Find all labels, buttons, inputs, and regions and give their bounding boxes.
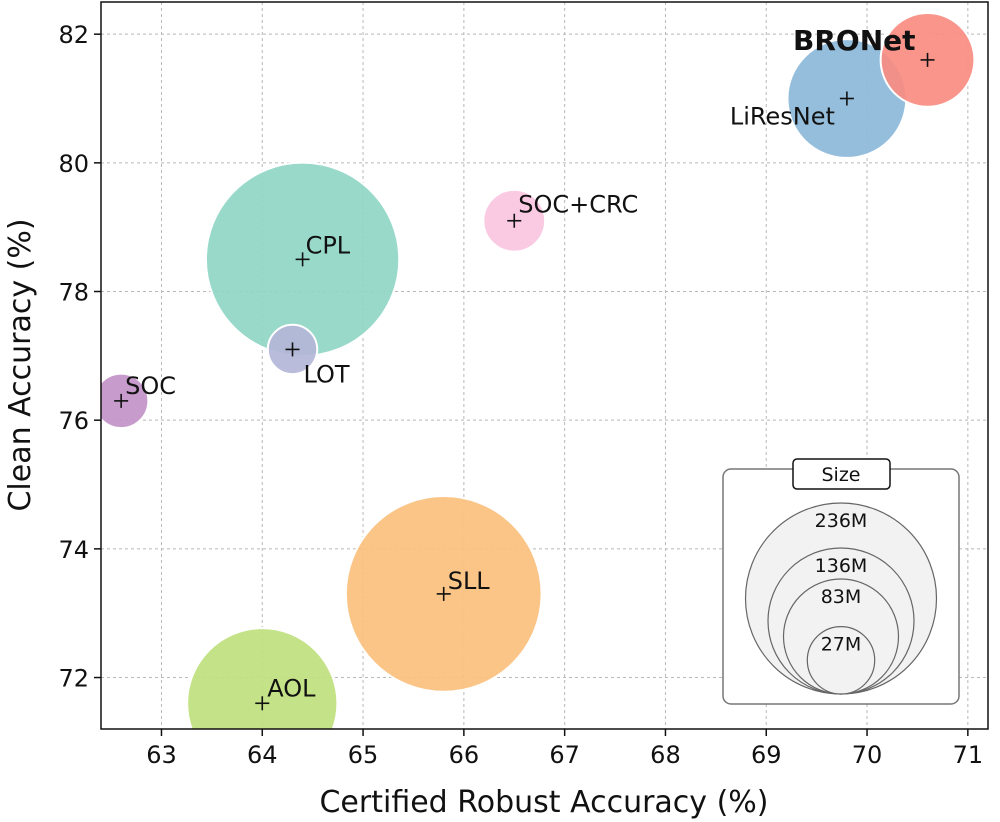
plot-frame	[100, 1, 989, 730]
x-tick-label: 64	[247, 741, 278, 769]
y-tick-label: 80	[58, 150, 89, 178]
y-tick-label: 82	[58, 21, 89, 49]
point-label: LiResNet	[730, 103, 835, 131]
y-tick-label: 72	[58, 665, 89, 693]
bubble-aol	[186, 627, 339, 729]
size-legend: 236M 136M 83M 27M Size	[722, 458, 960, 705]
x-tick-label: 69	[751, 741, 782, 769]
point-label: LOT	[304, 360, 350, 388]
size-legend-title-box	[792, 458, 891, 490]
plus-marker	[436, 586, 451, 601]
y-tick-label: 78	[58, 279, 89, 307]
plus-marker	[839, 91, 854, 106]
size-legend-label: 236M	[815, 510, 868, 532]
y-tick-label: 74	[58, 536, 89, 564]
plus-marker	[295, 252, 310, 267]
point-label: AOL	[267, 674, 316, 702]
size-legend-title: Size	[821, 464, 860, 486]
size-legend-label: 27M	[821, 634, 862, 656]
y-tick-label: 76	[58, 407, 89, 435]
x-tick-label: 65	[348, 741, 379, 769]
point-label: SLL	[448, 567, 491, 595]
plus-marker	[114, 393, 129, 408]
point-label: CPL	[306, 231, 351, 259]
size-legend-label: 136M	[815, 555, 868, 577]
point-label: SOC+CRC	[518, 191, 638, 219]
plus-marker	[285, 342, 300, 357]
x-axis-title: Certified Robust Accuracy (%)	[319, 785, 768, 820]
point-label: SOC	[125, 372, 176, 400]
axis-ticks: 63 64 65 66 67 68 69 70 71 72 74 76 78 80 82	[58, 21, 983, 769]
x-tick-label: 70	[852, 741, 883, 769]
x-tick-label: 67	[549, 741, 580, 769]
plus-marker	[507, 213, 522, 228]
plus-marker	[255, 696, 270, 711]
size-legend-label: 83M	[821, 586, 862, 608]
plus-marker	[920, 52, 935, 67]
y-axis-title: Clean Accuracy (%)	[3, 218, 38, 511]
x-tick-label: 68	[650, 741, 681, 769]
size-legend-circles: 236M 136M 83M 27M	[744, 502, 938, 695]
x-tick-label: 71	[953, 741, 984, 769]
point-label: BRONet	[793, 24, 916, 57]
point-markers	[114, 52, 935, 711]
point-labels: SOC CPL LOT SOC+CRC SLL AOL LiResNet BRONet	[125, 24, 915, 702]
x-tick-label: 66	[449, 741, 480, 769]
x-tick-label: 63	[146, 741, 177, 769]
size-legend-circle	[806, 626, 876, 695]
